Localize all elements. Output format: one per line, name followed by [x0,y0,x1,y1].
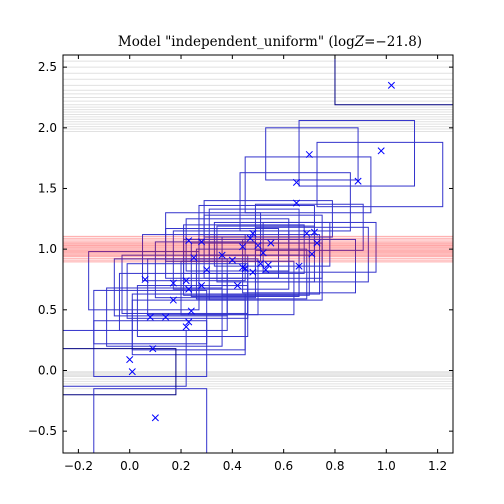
data-point [185,318,193,326]
y-tick-label: 0.0 [38,363,57,377]
uncertainty-box [316,141,444,208]
y-tick-label: −0.5 [28,424,57,438]
data-point [313,239,321,247]
data-point [233,281,242,290]
plot-frame [62,54,454,454]
x-tick-label: 0.6 [274,459,293,473]
data-point [387,81,395,89]
data-point [246,234,254,242]
x-tick-label: 1.0 [377,459,396,473]
data-point [249,268,257,276]
uncertainty-box [172,230,290,290]
x-tick-label: −0.2 [64,459,93,473]
uncertainty-box [131,299,246,356]
y-tick-label: 2.5 [38,60,57,74]
data-point [126,356,134,364]
data-point [187,307,195,315]
uncertainty-box [239,172,351,232]
uncertainty-box [334,55,453,106]
chart-title: Model "independent_uniform" (logZ=−21.8) [118,34,422,50]
data-point [303,229,311,237]
data-point [267,239,275,247]
uncertainty-box [113,258,228,317]
uncertainty-box [244,156,372,214]
uncertainty-box [208,242,323,301]
data-point [203,266,211,274]
data-point [185,237,193,245]
chart-title-value: −21.8 [375,34,416,50]
y-tick-label: 1.0 [38,242,57,256]
data-point [264,261,272,269]
data-point [295,262,303,270]
x-tick-label: 0.0 [120,459,139,473]
uncertainty-box [93,289,208,345]
x-tick-label: 0.4 [223,459,242,473]
uncertainty-box [195,248,308,300]
data-point [249,229,257,237]
uncertainty-box [88,251,200,311]
y-tick-label: 1.5 [38,181,57,195]
data-point [310,228,319,236]
data-point [254,241,262,250]
data-point [146,313,154,321]
data-point [257,260,265,268]
data-point [292,178,301,186]
y-tick-label: 2.0 [38,121,57,135]
chart-title-z: Z [354,34,365,50]
data-point [190,254,198,262]
y-tick-label: 0.5 [38,303,57,317]
plot-area [63,55,453,453]
data-point [197,281,206,290]
chart-title-equals: = [364,34,375,50]
data-point [141,275,149,284]
data-point [182,277,190,285]
uncertainty-box [106,287,223,347]
data-point [239,243,247,251]
data-point [262,266,270,274]
uncertainty-box [265,127,359,181]
x-tick-label: 0.8 [325,459,344,473]
data-point [218,251,226,259]
uncertainty-box [142,234,246,282]
uncertainty-box [63,348,177,396]
uncertainty-box [298,120,416,187]
data-point [185,285,193,293]
x-tick-label: 1.2 [428,459,447,473]
data-point [182,323,190,331]
data-point [292,199,301,207]
data-point [151,414,159,422]
data-point [149,345,157,353]
data-point [162,313,170,321]
chart-title-suffix: ) [417,34,422,50]
uncertainty-box [136,285,249,338]
data-point [241,265,249,273]
data-point [228,256,236,264]
uncertainty-box [185,218,290,272]
chart-title-prefix: Model "independent_uniform" (log [118,34,355,50]
data-point [128,368,136,376]
data-point [259,249,267,257]
data-point [169,296,177,304]
axes: −0.2 0.0 0.2 0.4 0.6 0.8 1.0 1.2 −0.5 0.0 0.5 1.0 1.… [28,55,453,473]
uncertainty-box [63,329,187,387]
data-point [377,147,385,155]
data-point [305,150,313,159]
data-point [308,250,316,258]
uncertainty-box [93,388,208,453]
data-point [354,177,362,185]
data-point [197,238,206,246]
data-point [169,279,177,287]
x-tick-label: 0.2 [171,459,190,473]
